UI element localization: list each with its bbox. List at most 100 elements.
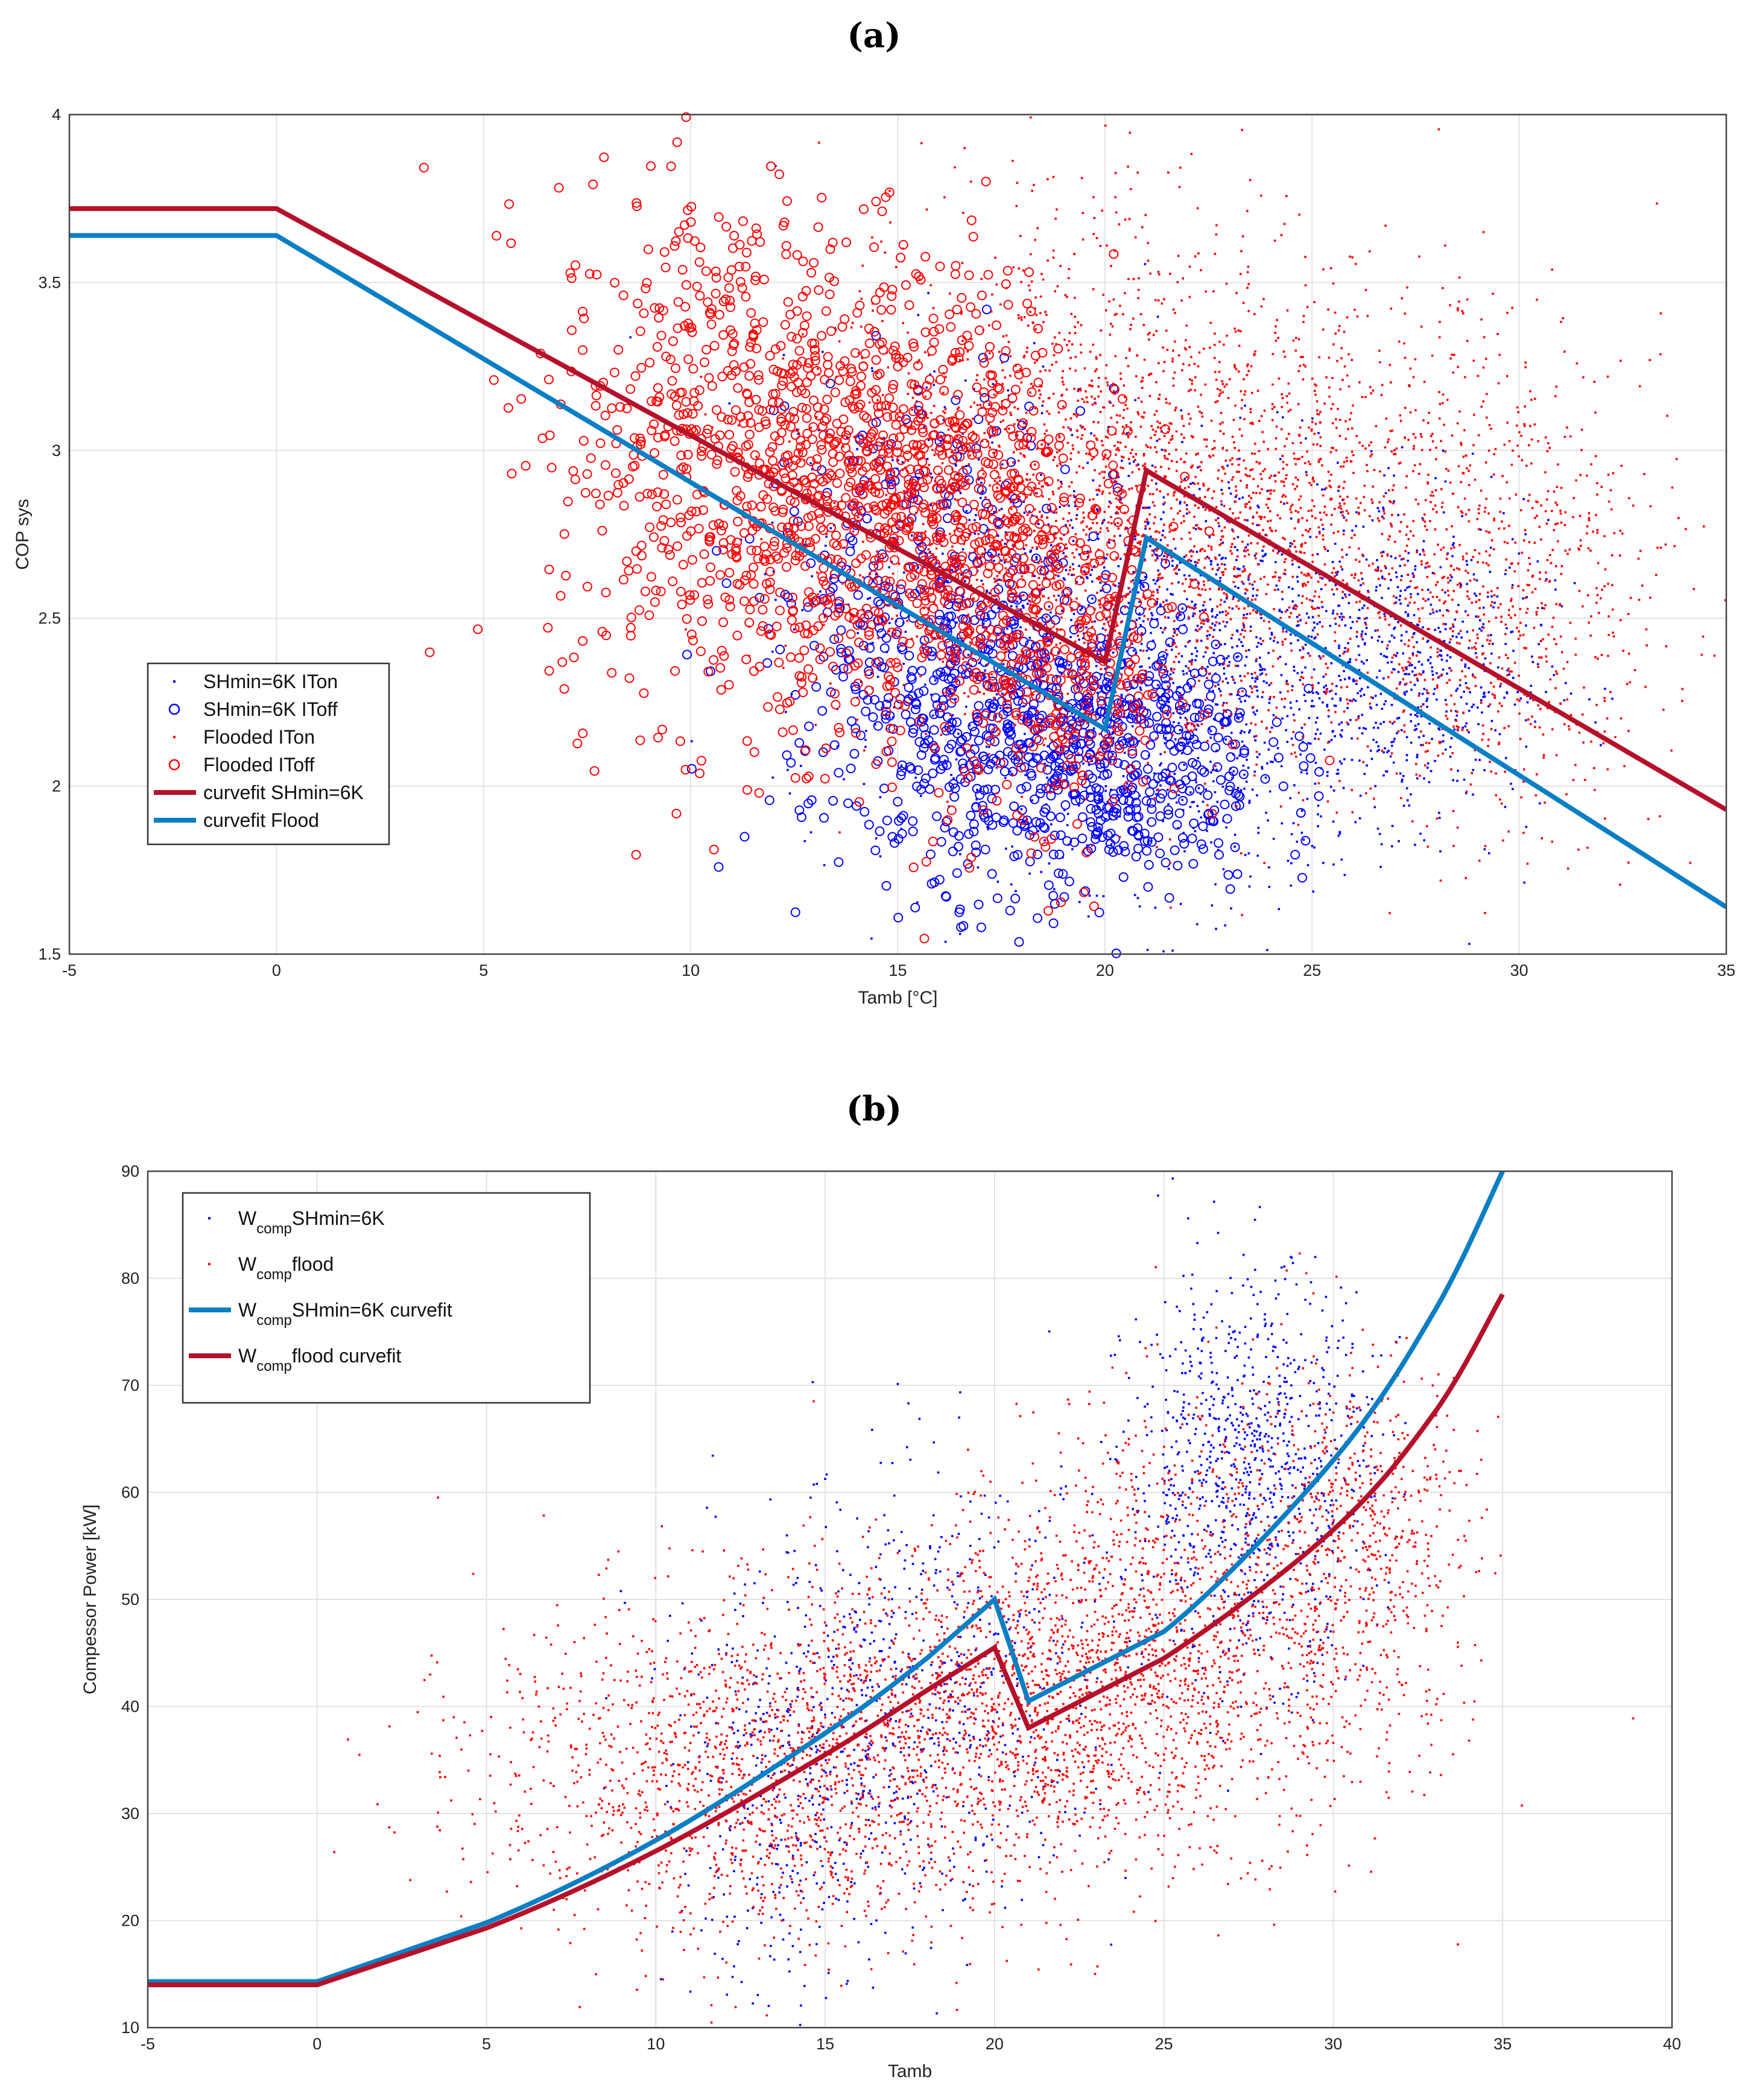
data-point (1423, 513, 1426, 516)
data-point (910, 534, 913, 537)
data-point (1252, 478, 1255, 481)
data-point (1179, 716, 1182, 719)
data-point (949, 721, 951, 724)
data-point (1554, 588, 1557, 591)
data-point (1319, 621, 1321, 624)
data-point (1188, 669, 1191, 672)
data-point (1082, 637, 1085, 639)
data-point (1594, 656, 1597, 659)
data-point (1377, 612, 1379, 615)
data-point (1095, 489, 1098, 492)
data-point (1068, 744, 1078, 754)
data-point (1178, 568, 1180, 571)
data-point (1191, 653, 1193, 656)
data-point (1423, 678, 1427, 682)
data-point (1246, 475, 1249, 477)
data-point (1296, 580, 1299, 583)
data-point (1521, 459, 1524, 461)
data-point (845, 546, 855, 557)
data-point (1141, 584, 1144, 586)
data-point (1046, 791, 1056, 801)
data-point (1231, 777, 1233, 779)
data-point (1326, 774, 1329, 777)
data-point (1181, 697, 1184, 699)
data-point (1302, 595, 1304, 598)
data-point (1197, 466, 1199, 469)
data-point (983, 784, 993, 794)
data-point (1114, 355, 1117, 358)
data-point (1204, 496, 1206, 498)
data-point (1259, 665, 1262, 668)
data-point (1473, 413, 1475, 416)
data-point (1171, 949, 1174, 952)
data-point (1101, 492, 1104, 495)
data-point (1240, 679, 1243, 682)
data-point (934, 610, 945, 619)
data-point (1177, 833, 1188, 843)
data-point (1280, 674, 1283, 677)
data-point (954, 463, 957, 466)
data-point (1144, 860, 1154, 870)
data-point (1134, 458, 1136, 461)
data-point (924, 683, 926, 686)
data-point (1022, 651, 1025, 654)
data-point (1156, 724, 1166, 734)
data-point (1074, 369, 1077, 372)
data-point (1524, 361, 1527, 364)
data-point (929, 373, 931, 376)
data-point (1553, 674, 1556, 676)
data-point (1529, 697, 1531, 700)
data-point (1360, 688, 1363, 691)
data-point (1077, 634, 1079, 637)
data-point (1395, 575, 1398, 578)
data-point (1007, 650, 1010, 653)
data-point (1347, 642, 1349, 645)
data-point (1423, 381, 1426, 383)
data-point (1092, 727, 1095, 730)
data-point (888, 622, 891, 624)
data-point (1523, 881, 1525, 884)
data-point (1214, 253, 1217, 255)
data-point (1060, 464, 1070, 475)
data-point (1296, 700, 1298, 703)
data-point (1420, 325, 1423, 328)
data-point (1437, 727, 1440, 730)
data-point (1351, 789, 1353, 791)
data-point (1062, 383, 1065, 386)
data-point (1148, 394, 1151, 397)
data-point (1330, 721, 1333, 724)
data-point (1070, 609, 1073, 612)
data-point (1241, 235, 1244, 238)
data-point (1332, 612, 1334, 615)
data-point (1263, 741, 1266, 744)
data-point (1209, 560, 1212, 562)
data-point (1569, 692, 1572, 695)
data-point (1387, 467, 1390, 470)
data-point (1381, 707, 1384, 710)
data-point (1189, 737, 1192, 740)
data-point (1176, 566, 1178, 568)
data-point (1062, 609, 1065, 612)
data-point (1537, 663, 1539, 666)
data-point (990, 785, 1000, 795)
data-point (1075, 517, 1078, 520)
data-point (1282, 630, 1284, 633)
data-point (1191, 749, 1194, 752)
data-point (1465, 560, 1468, 563)
data-point (1203, 679, 1214, 689)
data-point (1343, 365, 1346, 368)
data-point (1039, 510, 1041, 513)
data-point (1283, 706, 1286, 709)
data-point (1231, 463, 1233, 466)
data-point (1091, 688, 1093, 691)
data-point (1271, 403, 1274, 406)
data-point (1480, 629, 1483, 632)
data-point (933, 384, 935, 387)
data-point (1202, 800, 1205, 803)
data-point (995, 639, 998, 642)
data-point (1412, 433, 1415, 435)
data-point (1290, 862, 1293, 865)
data-point (868, 443, 878, 454)
data-point (1168, 422, 1171, 425)
data-point (1179, 501, 1182, 503)
